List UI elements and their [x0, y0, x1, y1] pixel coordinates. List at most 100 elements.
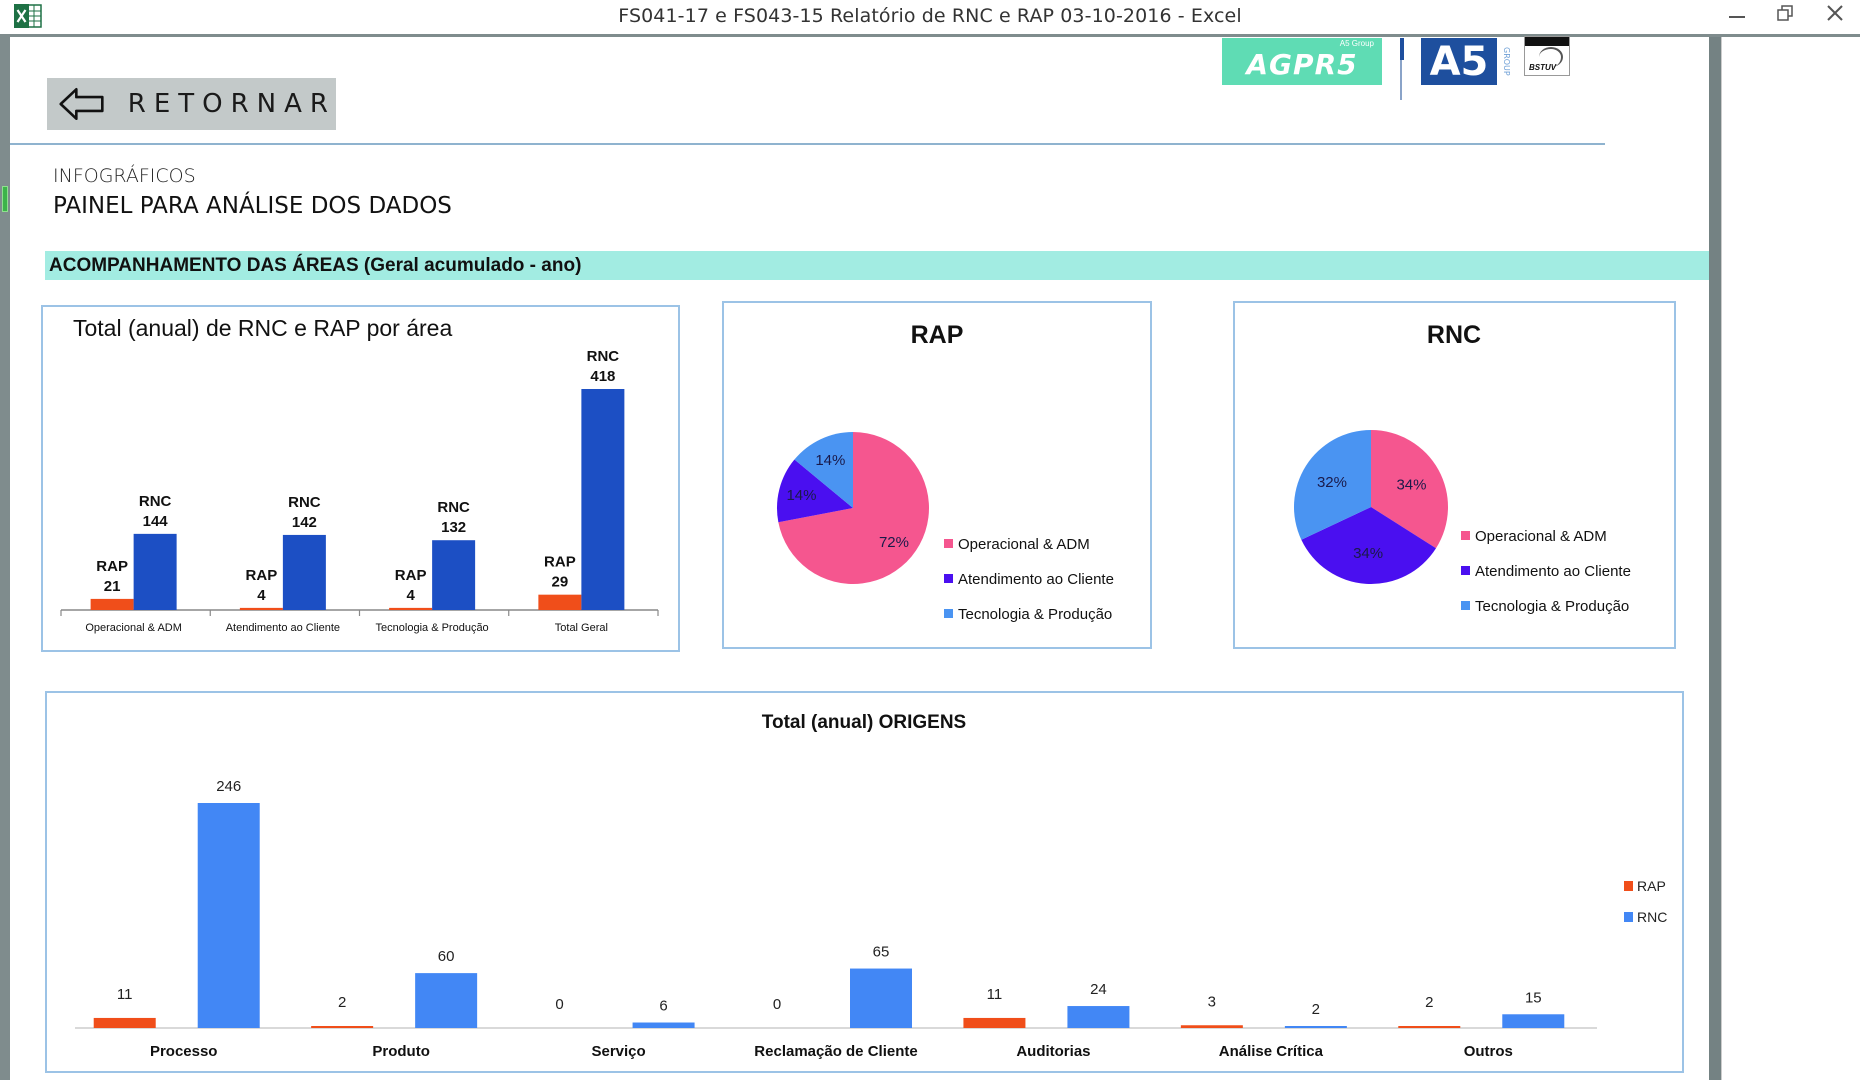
- x-tick-label: Tecnologia & Produção: [376, 622, 489, 634]
- bar-rap: [93, 1017, 156, 1028]
- x-tick-label: Reclamação de Cliente: [754, 1043, 917, 1060]
- section-band: ACOMPANHAMENTO DAS ÁREAS (Geral acumulad…: [45, 251, 1709, 280]
- certification-logo: BSTUV: [1524, 36, 1570, 76]
- data-label-value: 3: [1208, 993, 1216, 1010]
- legend-label: RNC: [1637, 909, 1667, 925]
- legend-swatch: [944, 574, 953, 583]
- legend-swatch: [1461, 566, 1470, 575]
- bar-rap: [90, 598, 134, 610]
- excel-icon: [14, 4, 42, 28]
- pie-value-label: 32%: [1317, 474, 1347, 491]
- data-label-value: 29: [552, 574, 569, 591]
- legend-swatch: [944, 609, 953, 618]
- rap-pie-chart: RAP 72% 14% 14% Operacional & ADM Atendiment…: [777, 321, 1114, 623]
- area-bar-chart-frame[interactable]: Total (anual) de RNC e RAP por área RAP 2…: [41, 305, 680, 652]
- bar-rap: [1180, 1025, 1243, 1028]
- title-bar: FS041-17 e FS043-15 Relatório de RNC e R…: [0, 0, 1860, 37]
- legend-swatch: [1624, 912, 1633, 922]
- x-tick-label: Processo: [150, 1043, 218, 1060]
- logo-divider: [1400, 38, 1402, 100]
- pie-slice: [777, 459, 853, 523]
- data-label-value: 60: [438, 948, 455, 965]
- chart-title: Total (anual) ORIGENS: [762, 712, 966, 733]
- data-label-value: 2: [338, 994, 346, 1011]
- legend-label: Atendimento ao Cliente: [1475, 563, 1631, 580]
- bar-rnc: [1067, 1006, 1130, 1028]
- left-scroll-rail: [0, 37, 10, 1080]
- restore-button[interactable]: [1765, 2, 1805, 32]
- bar-rap: [1398, 1026, 1461, 1028]
- bar-rap: [311, 1026, 374, 1028]
- arrow-left-icon: [59, 87, 104, 121]
- data-label-value: 246: [216, 778, 241, 795]
- pie-slice: [794, 432, 853, 508]
- data-label-series: RNC: [139, 493, 172, 510]
- x-tick-label: Total Geral: [555, 622, 608, 634]
- legend-label: Tecnologia & Produção: [1475, 598, 1629, 615]
- origins-bar-chart: Total (anual) ORIGENS 11246Processo260Pr…: [75, 712, 1667, 1060]
- bar-rnc: [415, 973, 478, 1028]
- data-label-value: 418: [590, 368, 615, 385]
- rnc-pie-chart: RNC 34% 34% 32% Operacional & ADM Atendiment…: [1294, 321, 1631, 615]
- data-label-value: 2: [1425, 994, 1433, 1011]
- data-label-value: 11: [117, 986, 133, 1003]
- a5-group-text: GROUP: [1502, 47, 1511, 76]
- logo-divider-accent: [1400, 38, 1404, 60]
- bar-rnc: [282, 534, 326, 610]
- sheet-marker: [2, 186, 8, 212]
- chart-title: Total (anual) de RNC e RAP por área: [73, 315, 452, 341]
- vertical-splitter[interactable]: [1709, 37, 1721, 1080]
- right-pane: [1721, 37, 1860, 1080]
- data-label-value: 132: [441, 519, 466, 536]
- legend-label: RAP: [1637, 878, 1666, 894]
- bar-rnc: [432, 540, 476, 610]
- data-label-value: 2: [1312, 1001, 1320, 1018]
- pie-slice: [778, 432, 929, 584]
- window-title: FS041-17 e FS043-15 Relatório de RNC e R…: [618, 5, 1242, 27]
- legend-swatch: [1624, 881, 1633, 891]
- bar-rap: [239, 607, 283, 610]
- cert-logo-bar: [1525, 37, 1569, 46]
- origins-bar-chart-frame[interactable]: Total (anual) ORIGENS 11 246 Processo 2 60 Pr…: [45, 691, 1684, 1073]
- legend-label: Operacional & ADM: [1475, 528, 1607, 545]
- data-label-series: RNC: [587, 348, 620, 365]
- cert-logo-text: BSTUV: [1529, 63, 1557, 72]
- back-button[interactable]: RETORNAR: [47, 78, 336, 130]
- data-label-value: 15: [1525, 989, 1542, 1006]
- bar-rnc: [632, 1022, 695, 1028]
- a5-logo: A5: [1421, 38, 1497, 85]
- legend-label: Operacional & ADM: [958, 536, 1090, 553]
- pie-value-label: 14%: [815, 452, 845, 469]
- area-bar-chart: Total (anual) de RNC e RAP por área RAP 2…: [60, 315, 659, 634]
- page-title: PAINEL PARA ANÁLISE DOS DADOS: [53, 193, 452, 219]
- bar-rap: [963, 1017, 1026, 1028]
- bar-rnc: [850, 968, 912, 1028]
- pie-value-label: 34%: [1353, 545, 1383, 562]
- pie-value-label: 34%: [1396, 477, 1426, 494]
- data-label-value: 24: [1090, 981, 1107, 998]
- section-label: ACOMPANHAMENTO DAS ÁREAS (Geral acumulad…: [49, 255, 582, 276]
- agpr5-logo: A5 Group AGPR5: [1222, 38, 1382, 85]
- data-label-series: RAP: [544, 554, 576, 571]
- bar-rnc: [1502, 1014, 1565, 1028]
- close-button[interactable]: [1815, 2, 1855, 32]
- legend-swatch: [1461, 601, 1470, 610]
- bar-rnc: [581, 389, 625, 610]
- data-label-value: 11: [987, 986, 1003, 1003]
- pie-slice: [1301, 507, 1437, 584]
- pie-value-label: 14%: [786, 487, 816, 504]
- x-tick-label: Serviço: [591, 1043, 645, 1060]
- rnc-pie-chart-frame[interactable]: RNC 34% 34% 32% Operacional & ADM Atendiment…: [1233, 301, 1676, 649]
- chart-title: RAP: [911, 321, 964, 349]
- restore-icon: [1777, 5, 1793, 21]
- agpr5-logo-tag: A5 Group: [1339, 39, 1374, 48]
- x-tick-label: Análise Crítica: [1219, 1043, 1324, 1060]
- minimize-icon: [1729, 16, 1745, 18]
- data-label-value: 21: [104, 578, 121, 595]
- legend-label: Atendimento ao Cliente: [958, 571, 1114, 588]
- data-label-value: 65: [873, 944, 890, 961]
- minimize-button[interactable]: [1717, 2, 1757, 32]
- rap-pie-chart-frame[interactable]: RAP 72% 14% 14% Operacional & ADM Atendiment…: [722, 301, 1152, 649]
- bar-rap: [538, 594, 582, 610]
- legend-swatch: [1461, 531, 1470, 540]
